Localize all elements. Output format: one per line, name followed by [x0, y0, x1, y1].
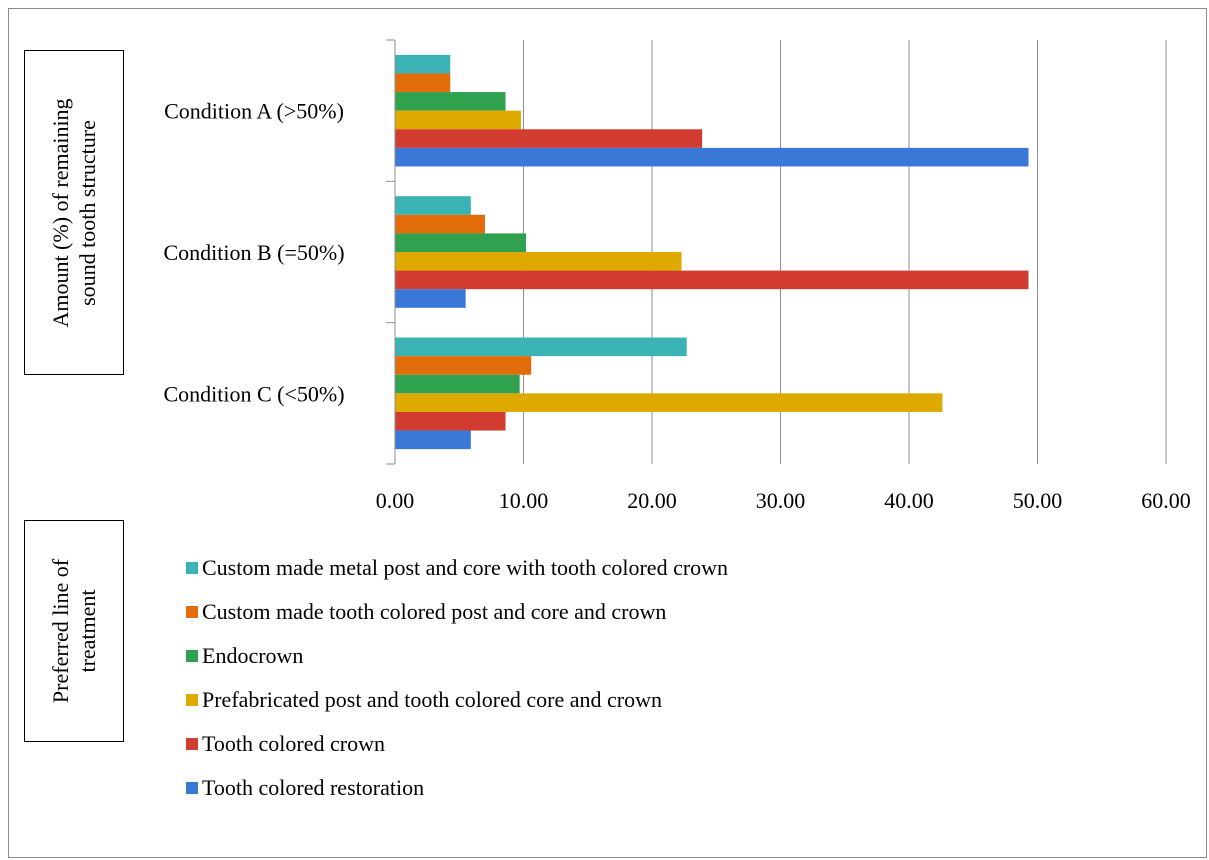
legend-swatch [186, 782, 198, 794]
legend-label: Custom made tooth colored post and core … [202, 599, 666, 624]
legend-swatch [186, 606, 198, 618]
x-tick-label: 0.00 [376, 488, 415, 513]
bar [395, 374, 520, 394]
x-tick-labels: 0.00 10.00 20.00 30.00 40.00 50.00 60.00 [376, 488, 1191, 513]
y-axis-title-line2: sound tooth structure [75, 119, 100, 306]
legend-label: Tooth colored restoration [202, 775, 424, 800]
legend-swatch [186, 562, 198, 574]
bar [395, 356, 532, 375]
x-tick-label: 40.00 [884, 488, 934, 513]
category-labels: Condition A (>50%) Condition B (=50%) Cond… [163, 99, 344, 407]
bar [395, 393, 943, 412]
bar [395, 233, 527, 252]
y-axis-title-box: Amount (%) of remaining sound tooth stru… [24, 50, 124, 375]
bar [395, 110, 521, 130]
bar [395, 92, 506, 111]
x-tick-label: 60.00 [1141, 488, 1191, 513]
legend: Custom made metal post and core with too… [186, 555, 728, 800]
bars [395, 54, 1029, 450]
y-axis-title: Amount (%) of remaining sound tooth stru… [47, 98, 101, 327]
legend-title: Preferred line of treatment [47, 559, 101, 703]
x-tick-label: 10.00 [499, 488, 549, 513]
legend-title-line2: treatment [75, 589, 100, 673]
legend-label: Prefabricated post and tooth colored cor… [202, 687, 662, 712]
bar [395, 430, 471, 450]
bar [395, 129, 703, 148]
x-tick-label: 30.00 [756, 488, 806, 513]
x-tick-label: 50.00 [1013, 488, 1063, 513]
x-tick-label: 20.00 [627, 488, 677, 513]
category-label: Condition C (<50%) [163, 381, 344, 406]
bar [395, 252, 682, 271]
bar [395, 289, 466, 308]
legend-label: Custom made metal post and core with too… [202, 555, 728, 580]
bar [395, 411, 506, 431]
y-axis-title-line1: Amount (%) of remaining [48, 97, 73, 328]
legend-label: Endocrown [202, 643, 303, 668]
bar [395, 196, 471, 215]
legend-label: Tooth colored crown [202, 731, 385, 756]
legend-title-box: Preferred line of treatment [24, 520, 124, 742]
axes [386, 39, 396, 465]
legend-title-line1: Preferred line of [48, 558, 73, 704]
legend-swatch [186, 738, 198, 750]
bar [395, 270, 1029, 290]
bar [395, 337, 687, 357]
bar [395, 214, 485, 234]
bar [395, 54, 451, 74]
bar [395, 73, 451, 93]
legend-swatch [186, 650, 198, 662]
category-label: Condition B (=50%) [163, 240, 344, 265]
category-label: Condition A (>50%) [164, 99, 344, 124]
bar [395, 147, 1029, 167]
legend-swatch [186, 694, 198, 706]
